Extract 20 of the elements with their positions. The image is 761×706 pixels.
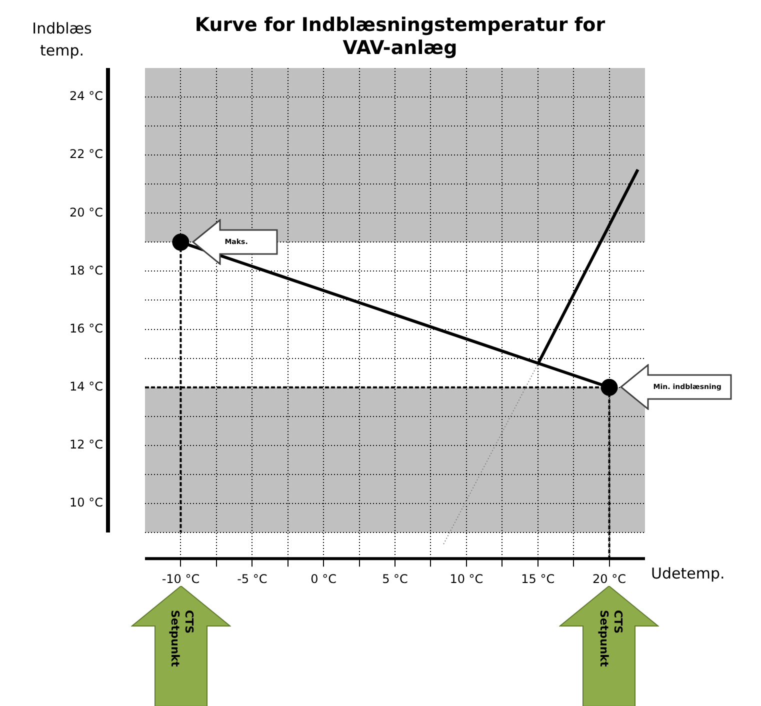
y-tick-label: 18 °C [70, 263, 103, 278]
y-tick-label: 16 °C [70, 321, 103, 336]
chart-title: Kurve for Indblæsningstemperatur for VAV-anlæg [194, 14, 606, 60]
x-tick-label: -5 °C [237, 572, 268, 586]
x-tick-label: 10 °C [450, 572, 484, 586]
y-tick-label: 10 °C [70, 496, 103, 510]
y-tick-label: 14 °C [70, 379, 103, 394]
x-tick-label: 5 °C [382, 572, 408, 586]
text: CTS Setpunkt [596, 610, 624, 668]
y-tick-label: 24 °C [70, 89, 103, 104]
y-tick-label: 20 °C [70, 205, 103, 220]
x-tick-label: 0 °C [310, 572, 336, 586]
y-axis-title: Indblæs temp. [32, 19, 92, 60]
x-axis-title: Udetemp. [651, 564, 725, 582]
x-tick-label: 15 °C [521, 572, 555, 586]
text: CTS Setpunkt [168, 610, 196, 668]
x-tick-label: 20 °C [592, 572, 626, 586]
y-tick-label: 22 °C [70, 147, 103, 162]
y-tick-label: 12 °C [70, 438, 103, 452]
x-tick-label: -10 °C [162, 572, 200, 586]
